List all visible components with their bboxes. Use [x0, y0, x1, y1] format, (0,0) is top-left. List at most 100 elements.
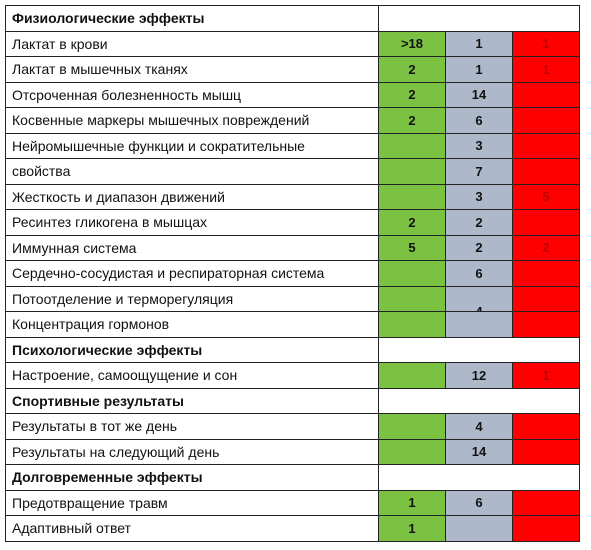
cell-text: 7 [475, 163, 483, 179]
cell-text: Сердечно-сосудистая и респираторная сист… [12, 265, 325, 282]
value-cell [512, 489, 580, 516]
value-cell [378, 311, 446, 338]
cell-text: >18 [400, 36, 424, 52]
cell-text: 14 [471, 444, 487, 460]
value-cell [378, 438, 446, 465]
value-cell: 14 [445, 81, 513, 108]
value-cell: 6 [445, 260, 513, 287]
row-label: Иммунная система [5, 234, 379, 261]
row-label: Потоотделение и терморегуляция [5, 285, 379, 312]
cell-text: 1 [408, 520, 416, 536]
cell-text: 14 [471, 87, 487, 103]
value-cell: 2 [378, 56, 446, 83]
cell-text: Ресинтез гликогена в мышцах [12, 214, 208, 231]
cell-text: 4 [475, 418, 483, 434]
row-label: Косвенные маркеры мышечных повреждений [5, 107, 379, 134]
cell-text: Жесткость и диапазон движений [12, 188, 225, 205]
header-blank [378, 336, 580, 363]
value-cell [512, 158, 580, 185]
cell-text: 6 [475, 112, 483, 128]
cell-text: 2 [475, 214, 483, 230]
cell-text: Нейромышечные функции и сократительные [12, 137, 305, 154]
cell-text: 6 [475, 495, 483, 511]
section-header: Долговременные эффекты [5, 464, 379, 491]
cell-text: 5 [408, 240, 416, 256]
value-cell [445, 311, 513, 338]
row-label: Предотвращение травм [5, 489, 379, 516]
value-cell: 6 [445, 107, 513, 134]
row-label: Жесткость и диапазон движений [5, 183, 379, 210]
value-cell [378, 413, 446, 440]
value-cell: 1 [512, 30, 580, 57]
header-blank [378, 464, 580, 491]
value-cell: 1 [512, 362, 580, 389]
value-cell: 1 [445, 30, 513, 57]
cell-text: 1 [408, 495, 416, 511]
value-cell: 7 [445, 158, 513, 185]
value-cell [512, 209, 580, 236]
cell-text: 6 [475, 265, 483, 281]
row-label: Результаты в тот же день [5, 413, 379, 440]
cell-text: 1 [475, 61, 483, 77]
value-cell [378, 183, 446, 210]
cell-text: Результаты на следующий день [12, 443, 220, 460]
row-label: Нейромышечные функции и сократительные [5, 132, 379, 159]
value-cell [512, 260, 580, 287]
value-cell: 6 [445, 489, 513, 516]
value-cell [378, 132, 446, 159]
cell-text: 1 [475, 36, 483, 52]
cell-text: Психологические эффекты [12, 341, 203, 358]
cell-text: Физиологические эффекты [12, 10, 205, 27]
value-cell: 12 [445, 362, 513, 389]
value-cell [512, 413, 580, 440]
value-cell: 2 [512, 234, 580, 261]
cell-text: свойства [12, 163, 71, 180]
cell-text: Адаптивный ответ [12, 520, 131, 537]
cell-text: Иммунная система [12, 239, 137, 256]
value-cell: 1 [378, 515, 446, 542]
value-cell: 4 [445, 413, 513, 440]
value-cell: 1 [445, 56, 513, 83]
value-cell [378, 158, 446, 185]
value-cell [512, 438, 580, 465]
value-cell: 2 [445, 209, 513, 236]
cell-text: 12 [471, 367, 487, 383]
cell-text: Отсроченная болезненность мышц [12, 86, 242, 103]
row-label: Ресинтез гликогена в мышцах [5, 209, 379, 236]
value-cell: 2 [445, 234, 513, 261]
value-cell: 1 [512, 56, 580, 83]
cell-text: 2 [408, 214, 416, 230]
value-cell [512, 311, 580, 338]
row-label: Лактат в мышечных тканях [5, 56, 379, 83]
cell-text: Лактат в крови [12, 35, 108, 52]
cell-text: 2 [408, 112, 416, 128]
value-cell [512, 81, 580, 108]
value-cell: 2 [378, 107, 446, 134]
row-label: Результаты на следующий день [5, 438, 379, 465]
value-cell: 5 [512, 183, 580, 210]
cell-text: 5 [542, 189, 550, 205]
header-blank [378, 5, 580, 32]
row-label: свойства [5, 158, 379, 185]
value-cell: 4 [445, 285, 513, 319]
row-label: Адаптивный ответ [5, 515, 379, 542]
cell-text: 2 [542, 240, 550, 256]
row-label: Настроение, самоощущение и сон [5, 362, 379, 389]
cell-text: Настроение, самоощущение и сон [12, 367, 238, 384]
value-cell: 14 [445, 438, 513, 465]
cell-text: 1 [542, 367, 550, 383]
row-label: Лактат в крови [5, 30, 379, 57]
section-header: Спортивные результаты [5, 387, 379, 414]
section-header: Психологические эффекты [5, 336, 379, 363]
cell-text: Спортивные результаты [12, 392, 184, 409]
section-header: Физиологические эффекты [5, 5, 379, 32]
value-cell: >18 [378, 30, 446, 57]
value-cell [512, 107, 580, 134]
value-cell: 5 [378, 234, 446, 261]
value-cell [378, 260, 446, 287]
row-label: Отсроченная болезненность мышц [5, 81, 379, 108]
cell-text: 3 [475, 138, 483, 154]
cell-text: 1 [542, 36, 550, 52]
cell-text: 2 [408, 61, 416, 77]
